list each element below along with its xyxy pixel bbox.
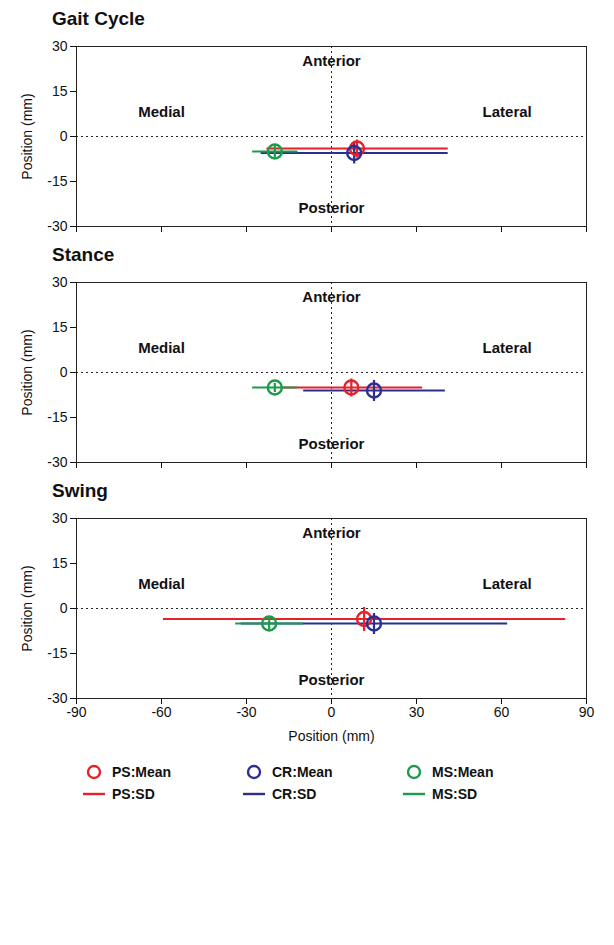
svg-text:0: 0 bbox=[60, 364, 68, 380]
svg-text:15: 15 bbox=[52, 555, 68, 571]
svg-text:-15: -15 bbox=[47, 173, 67, 189]
svg-text:Medial: Medial bbox=[138, 103, 185, 120]
svg-text:-15: -15 bbox=[47, 645, 67, 661]
svg-text:Anterior: Anterior bbox=[302, 52, 361, 69]
svg-text:90: 90 bbox=[579, 704, 595, 720]
html-text:MS:SD: MS:SD bbox=[432, 786, 478, 802]
html-text:CR:SD: CR:SD bbox=[272, 786, 317, 802]
svg-text:-30: -30 bbox=[236, 704, 256, 720]
html-text:MS:Mean: MS:Mean bbox=[432, 764, 494, 780]
svg-text:60: 60 bbox=[494, 704, 510, 720]
svg-text:Position (mm): Position (mm) bbox=[19, 93, 35, 179]
html-text:Stance: Stance bbox=[52, 244, 115, 265]
svg-text:30: 30 bbox=[52, 510, 68, 526]
svg-text:15: 15 bbox=[52, 319, 68, 335]
svg-text:Position (mm): Position (mm) bbox=[288, 728, 374, 744]
svg-text:Posterior: Posterior bbox=[299, 671, 365, 688]
html-text:PS:Mean: PS:Mean bbox=[112, 764, 172, 780]
svg-text:-90: -90 bbox=[66, 704, 86, 720]
html-text:Swing: Swing bbox=[52, 480, 108, 501]
svg-text:-15: -15 bbox=[47, 409, 67, 425]
svg-text:Anterior: Anterior bbox=[302, 288, 361, 305]
svg-text:Lateral: Lateral bbox=[483, 575, 532, 592]
svg-text:Posterior: Posterior bbox=[299, 199, 365, 216]
svg-text:Position (mm): Position (mm) bbox=[19, 329, 35, 415]
svg-text:30: 30 bbox=[52, 274, 68, 290]
svg-text:-30: -30 bbox=[47, 454, 67, 470]
html-text:CR:Mean: CR:Mean bbox=[272, 764, 333, 780]
svg-text:Lateral: Lateral bbox=[483, 339, 532, 356]
svg-text:Lateral: Lateral bbox=[483, 103, 532, 120]
svg-text:Medial: Medial bbox=[138, 339, 185, 356]
svg-text:0: 0 bbox=[328, 704, 336, 720]
svg-text:0: 0 bbox=[60, 600, 68, 616]
svg-text:-30: -30 bbox=[47, 690, 67, 706]
svg-text:0: 0 bbox=[60, 128, 68, 144]
svg-text:Position (mm): Position (mm) bbox=[19, 565, 35, 651]
svg-text:30: 30 bbox=[409, 704, 425, 720]
html-text:PS:SD: PS:SD bbox=[112, 786, 155, 802]
svg-text:15: 15 bbox=[52, 83, 68, 99]
svg-text:30: 30 bbox=[52, 38, 68, 54]
svg-text:Anterior: Anterior bbox=[302, 524, 361, 541]
svg-text:-60: -60 bbox=[151, 704, 171, 720]
svg-text:Medial: Medial bbox=[138, 575, 185, 592]
svg-text:Posterior: Posterior bbox=[299, 435, 365, 452]
html-text:Gait Cycle: Gait Cycle bbox=[52, 8, 145, 29]
svg-text:-30: -30 bbox=[47, 218, 67, 234]
